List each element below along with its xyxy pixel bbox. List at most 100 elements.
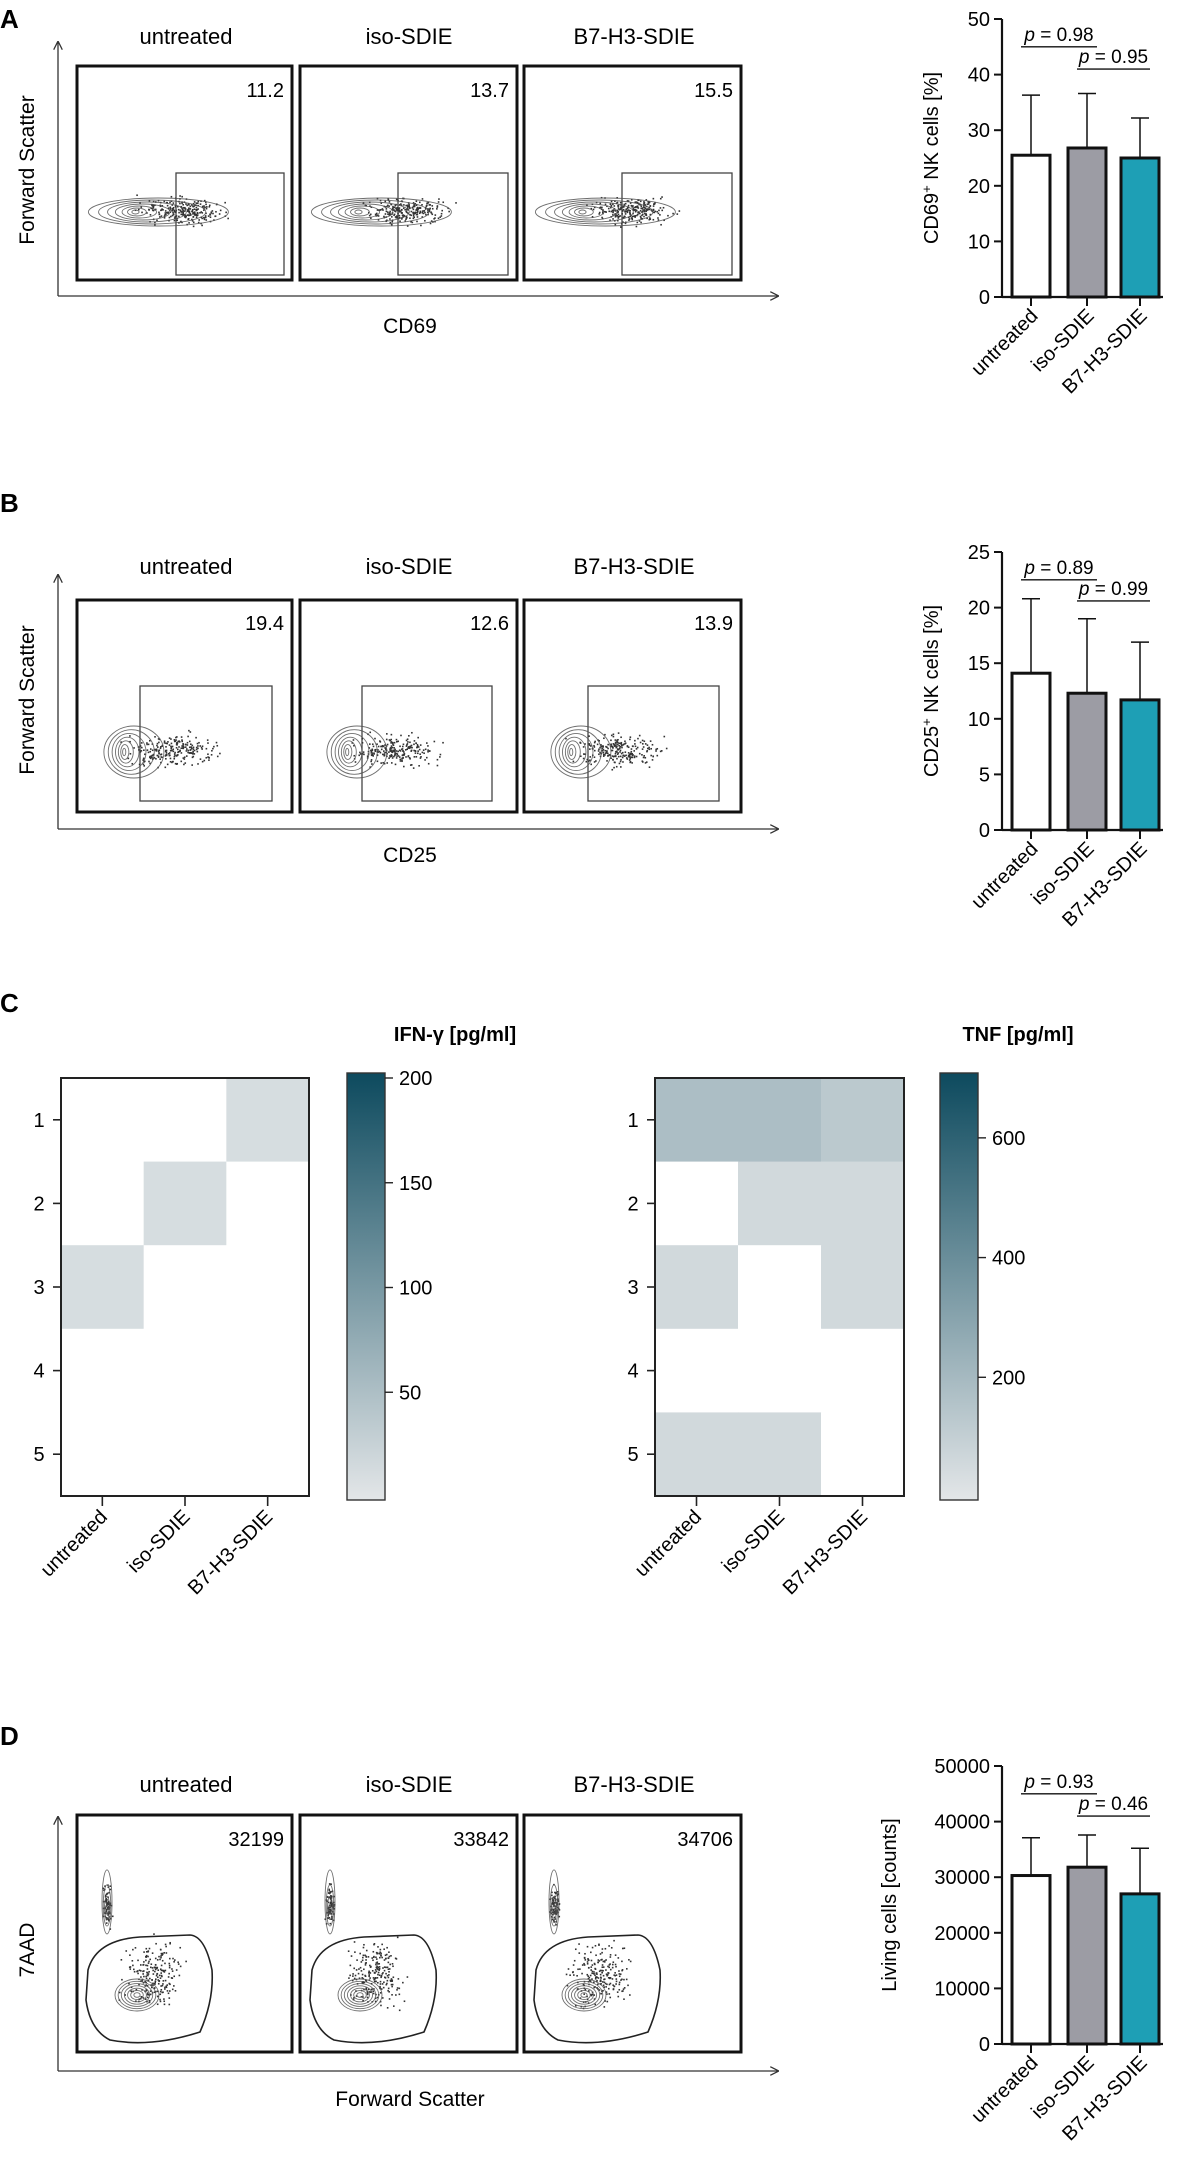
event-dot bbox=[164, 766, 167, 769]
event-dot bbox=[401, 760, 403, 763]
event-dot bbox=[138, 1969, 141, 1972]
panel-b-gate-value-b7h3: 13.9 bbox=[694, 613, 733, 635]
event-dot bbox=[111, 1915, 114, 1918]
event-dot bbox=[636, 214, 638, 217]
event-dot bbox=[368, 747, 371, 749]
event-dot bbox=[628, 219, 630, 221]
event-dot bbox=[608, 754, 611, 756]
event-dot bbox=[589, 1974, 592, 1977]
event-dot bbox=[375, 1956, 377, 1959]
event-dot bbox=[626, 200, 629, 202]
event-dot bbox=[652, 755, 655, 758]
event-dot bbox=[413, 756, 416, 758]
event-dot bbox=[215, 741, 218, 744]
event-dot bbox=[406, 204, 409, 207]
event-dot bbox=[386, 743, 389, 746]
event-dot bbox=[433, 740, 436, 743]
panel-b-contour-b7h3 bbox=[550, 725, 668, 779]
event-dot bbox=[184, 743, 187, 746]
event-dot bbox=[391, 1985, 393, 1988]
event-dot bbox=[171, 214, 174, 217]
event-dot bbox=[129, 740, 131, 743]
event-dot bbox=[363, 1943, 365, 1946]
event-dot bbox=[620, 741, 623, 744]
event-dot bbox=[615, 214, 617, 216]
event-dot bbox=[434, 214, 437, 216]
contour-line bbox=[356, 1992, 364, 1998]
event-dot bbox=[367, 1956, 370, 1958]
contour-line bbox=[107, 729, 155, 775]
event-dot bbox=[622, 1988, 625, 1990]
event-dot bbox=[377, 1968, 379, 1971]
event-dot bbox=[148, 199, 151, 202]
event-dot bbox=[590, 207, 593, 210]
event-dot bbox=[599, 751, 601, 754]
contour-line bbox=[343, 1983, 377, 2007]
event-dot bbox=[427, 750, 429, 753]
event-dot bbox=[382, 1967, 384, 1969]
event-dot bbox=[219, 209, 222, 212]
contour-line bbox=[340, 1980, 380, 2010]
panel-b-flow: Forward Scatter CD25 untreated iso-SDIE … bbox=[16, 554, 778, 867]
event-dot bbox=[387, 1957, 390, 1960]
event-dot bbox=[159, 1948, 162, 1951]
event-dot bbox=[631, 756, 634, 759]
event-dot bbox=[385, 748, 387, 751]
contour-line bbox=[337, 203, 394, 221]
event-dot bbox=[418, 201, 421, 204]
event-dot bbox=[362, 202, 365, 204]
event-dot bbox=[420, 224, 422, 227]
event-dot bbox=[630, 204, 633, 207]
event-dot bbox=[155, 1974, 158, 1977]
event-dot bbox=[615, 750, 618, 753]
event-dot bbox=[390, 741, 393, 743]
panel-b-contour-untreated bbox=[103, 725, 221, 779]
event-dot bbox=[601, 1958, 603, 1961]
event-dot bbox=[184, 206, 186, 209]
event-dot bbox=[620, 752, 623, 755]
event-dot bbox=[631, 754, 634, 757]
event-dot bbox=[380, 745, 382, 748]
event-dot bbox=[195, 209, 198, 212]
contour-line bbox=[103, 725, 165, 779]
event-dot bbox=[359, 1966, 362, 1969]
event-dot bbox=[601, 1971, 603, 1974]
contour-line bbox=[120, 744, 130, 760]
event-dot bbox=[387, 1987, 390, 1990]
event-dot bbox=[397, 207, 400, 210]
event-dot bbox=[197, 221, 200, 224]
event-dot bbox=[142, 1981, 145, 1984]
event-dot bbox=[175, 1969, 178, 1971]
panel-b-gate-value-untreated: 19.4 bbox=[245, 613, 284, 635]
contour-line bbox=[345, 747, 350, 757]
event-dot bbox=[655, 748, 657, 751]
event-dot bbox=[614, 213, 616, 216]
event-dot bbox=[209, 213, 211, 216]
event-dot bbox=[369, 205, 371, 207]
event-dot bbox=[624, 215, 626, 218]
event-dot bbox=[618, 215, 620, 218]
event-dot bbox=[185, 203, 187, 205]
event-dot bbox=[623, 1947, 626, 1950]
event-dot bbox=[158, 752, 160, 755]
event-dot bbox=[366, 1992, 369, 1995]
event-dot bbox=[614, 1972, 616, 1974]
event-dot bbox=[611, 749, 614, 752]
panel-a-plot-iso bbox=[298, 64, 519, 282]
panel-a-x-axis-label: CD69 bbox=[383, 315, 437, 338]
panel-d-plot-b7h3 bbox=[522, 1813, 743, 2054]
panel-b-x-axis-label: CD25 bbox=[383, 844, 437, 867]
event-dot bbox=[326, 1900, 328, 1903]
event-dot bbox=[441, 209, 444, 212]
event-dot bbox=[203, 199, 206, 202]
event-dot bbox=[141, 1980, 143, 1982]
event-dot bbox=[127, 757, 130, 760]
event-dot bbox=[361, 1959, 364, 1962]
heat-cell-r2-c2 bbox=[143, 1161, 227, 1246]
panel-a-bar-chart: 01020304050untreatediso-SDIEB7-H3-SDIEp … bbox=[919, 9, 1163, 398]
event-dot bbox=[106, 1892, 109, 1895]
event-dot bbox=[166, 742, 169, 745]
event-dot bbox=[365, 1955, 367, 1958]
panel-a-gate-value-iso: 13.7 bbox=[470, 80, 509, 102]
